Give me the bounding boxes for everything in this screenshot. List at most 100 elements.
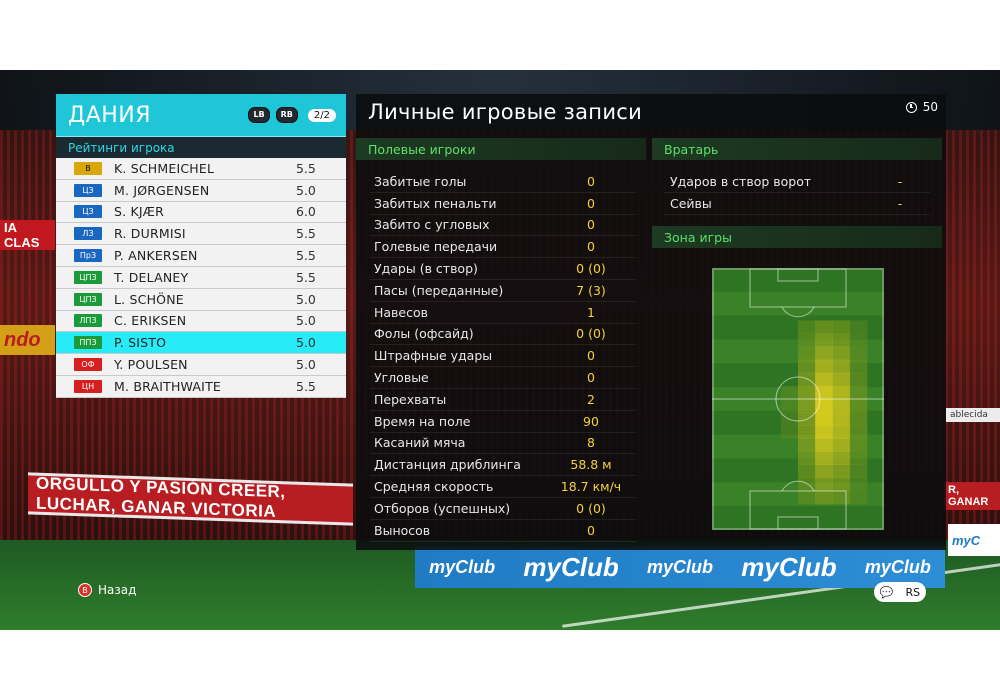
heat-cell xyxy=(849,372,868,387)
roster-row[interactable]: ППЗ P. SISTO 5.0 xyxy=(56,332,346,355)
rs-icon[interactable]: RS xyxy=(905,585,921,599)
heat-cell xyxy=(849,464,868,479)
gk-stat-row: Сейвы - xyxy=(664,193,930,215)
roster-row[interactable]: ОФ Y. POULSEN 5.0 xyxy=(56,354,346,376)
heat-cell xyxy=(798,425,816,439)
stat-label: Забитые голы xyxy=(374,173,467,189)
heat-cell xyxy=(832,477,851,492)
heat-cell xyxy=(815,359,833,374)
stats-panel: Личные игровые записи 50 Полевые игроки … xyxy=(356,94,946,550)
penalty-arc-top xyxy=(781,306,815,318)
roster-row[interactable]: В K. SCHMEICHEL 5.5 xyxy=(56,158,346,180)
player-roster: ДАНИЯ LB RB 2/2 Рейтинги игрока В K. SCHM… xyxy=(56,94,346,398)
player-rating: 5.5 xyxy=(296,160,316,176)
heat-cell xyxy=(815,333,833,348)
stat-value: 8 xyxy=(587,435,595,451)
roster-row[interactable]: ЦЗ S. KJÆR 6.0 xyxy=(56,201,346,224)
heat-cell xyxy=(798,477,816,492)
position-badge: ЦПЗ xyxy=(74,270,102,284)
heat-cell xyxy=(849,399,868,413)
stat-value: 0 xyxy=(587,173,595,189)
stat-label: Штрафные удары xyxy=(374,348,493,364)
team-controls: LB RB 2/2 xyxy=(248,107,336,123)
roster-subtitle-text: Рейтинги игрока xyxy=(68,140,175,155)
heat-cell xyxy=(849,359,868,374)
heat-cell xyxy=(798,464,816,479)
position-badge: ЦЗ xyxy=(74,183,102,197)
stat-row: Дистанция дриблинга 58.8 м xyxy=(370,454,636,477)
heat-cell xyxy=(832,425,851,439)
roster-row[interactable]: ЛПЗ C. ERIKSEN 5.0 xyxy=(56,310,346,333)
stat-label: Время на поле xyxy=(374,413,471,429)
stat-row: Перехваты 2 xyxy=(370,389,636,411)
heat-cell xyxy=(849,438,868,452)
heat-cell xyxy=(798,320,816,334)
stat-value: 0 (0) xyxy=(576,326,606,342)
stat-label: Забито с угловых xyxy=(374,217,490,233)
field-stats-list: Забитые голы 0 Забитых пенальти 0 Забито с у… xyxy=(370,171,636,542)
position-badge: ЛПЗ xyxy=(74,314,102,328)
heat-cell xyxy=(832,464,851,479)
stat-label: Голевые передачи xyxy=(374,239,498,255)
position-badge: ЦПЗ xyxy=(74,292,102,306)
stat-label: Навесов xyxy=(374,304,429,320)
stat-row: Средняя скорость 18.7 км/ч xyxy=(370,476,636,498)
field-players-header: Полевые игроки xyxy=(356,138,646,160)
player-name: L. SCHÖNE xyxy=(114,291,184,307)
chat-icon[interactable]: 💬 xyxy=(879,585,894,599)
stat-label: Перехваты xyxy=(374,391,447,407)
roster-row[interactable]: ЦПЗ T. DELANEY 5.5 xyxy=(56,266,346,289)
heat-cell xyxy=(798,333,816,348)
stat-value: 0 xyxy=(587,195,595,211)
stat-value: 0 xyxy=(587,239,595,255)
player-rating: 5.5 xyxy=(296,226,316,242)
roster-row[interactable]: ЛЗ R. DURMISI 5.5 xyxy=(56,223,346,246)
player-name: K. SCHMEICHEL xyxy=(114,160,215,176)
heat-cell xyxy=(815,399,833,413)
heat-cell xyxy=(815,412,833,426)
rb-button[interactable]: RB xyxy=(275,107,298,123)
heat-cell xyxy=(849,385,868,400)
center-circle xyxy=(775,376,821,422)
page-title: Личные игровые записи xyxy=(368,100,643,124)
stat-label: Угловые xyxy=(374,370,429,386)
heat-cell xyxy=(798,359,816,374)
stat-row: Удары (в створ) 0 (0) xyxy=(370,258,636,280)
heat-cell xyxy=(832,346,851,361)
stat-row: Пасы (переданные) 7 (3) xyxy=(370,280,636,302)
stat-label: Выносов xyxy=(374,522,431,538)
player-name: R. DURMISI xyxy=(114,226,186,242)
heat-cell xyxy=(849,412,868,426)
heat-cell xyxy=(815,438,833,452)
back-button[interactable]: B Назад xyxy=(78,583,136,597)
stadium-side-ad: ndo xyxy=(0,325,55,355)
player-rating: 5.0 xyxy=(296,357,316,373)
fan-banner: R, GANAR xyxy=(944,482,1000,510)
lb-button[interactable]: LB xyxy=(248,107,270,123)
stat-value: 90 xyxy=(583,413,599,429)
ad-board: myC xyxy=(948,524,1000,556)
ad-text: myClub xyxy=(741,551,837,582)
roster-row[interactable]: ПрЗ P. ANKERSEN 5.5 xyxy=(56,245,346,267)
stadium-side-ad: ablecida xyxy=(946,408,1000,422)
heat-cell xyxy=(815,425,833,439)
stat-row: Касаний мяча 8 xyxy=(370,433,636,455)
roster-row[interactable]: ЦЗ M. JØRGENSEN 5.0 xyxy=(56,179,346,202)
heat-cell xyxy=(849,490,868,505)
stadium-side-ad: IA CLAS xyxy=(0,220,55,250)
roster-row[interactable]: ЦН M. BRAITHWAITE 5.5 xyxy=(56,375,346,398)
ad-text: myClub xyxy=(429,556,496,577)
stat-value: 2 xyxy=(587,391,595,407)
gk-stat-value: - xyxy=(897,174,903,189)
player-name: P. SISTO xyxy=(114,335,167,351)
player-name: C. ERIKSEN xyxy=(114,313,187,329)
stat-value: 0 xyxy=(587,348,595,364)
position-badge: ЦЗ xyxy=(74,205,102,219)
roster-row[interactable]: ЦПЗ L. SCHÖNE 5.0 xyxy=(56,288,346,311)
heat-cell xyxy=(832,451,851,465)
heat-cell xyxy=(849,320,868,334)
ad-text: myClub xyxy=(646,556,713,577)
stat-label: Касаний мяча xyxy=(374,435,466,451)
player-rating: 5.5 xyxy=(296,269,316,285)
heat-cell xyxy=(780,385,799,400)
